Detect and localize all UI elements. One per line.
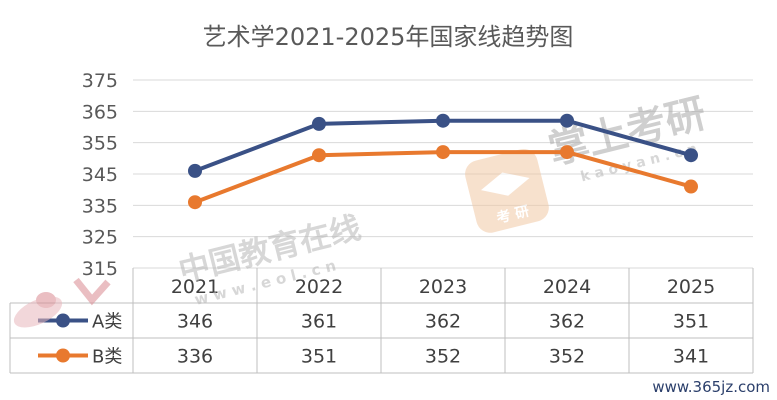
x-category-label: 2023 — [419, 276, 467, 298]
legend-key-1: A类 — [38, 312, 122, 333]
legend-marker — [56, 313, 70, 328]
legend-label: A类 — [92, 312, 122, 333]
table-value: 362 — [425, 311, 461, 333]
eol-logo-icon — [13, 277, 111, 328]
x-category-label: 2025 — [667, 276, 715, 298]
series-2 — [188, 145, 698, 210]
table-value: 341 — [673, 346, 709, 368]
data-point — [684, 179, 698, 194]
y-tick-label: 355 — [82, 133, 118, 155]
legend-key-2: B类 — [38, 347, 122, 368]
table-value: 351 — [673, 311, 709, 333]
y-tick-label: 335 — [82, 195, 118, 217]
table-value: 336 — [177, 346, 213, 368]
data-point — [312, 116, 326, 131]
y-tick-label: 325 — [82, 227, 118, 249]
table-value: 361 — [301, 311, 337, 333]
gridlines — [133, 79, 753, 269]
data-table: 2021 2022 2023 2024 2025 A类 346 361 362 362 351 B类 3… — [9, 268, 754, 374]
series-lines — [188, 113, 698, 210]
x-category-label: 2022 — [295, 276, 343, 298]
data-point — [188, 163, 202, 178]
legend-label: B类 — [92, 347, 122, 368]
data-point — [188, 195, 202, 210]
y-tick-label: 315 — [82, 258, 118, 280]
table-value: 362 — [549, 311, 585, 333]
data-point — [684, 148, 698, 163]
data-point — [560, 113, 574, 128]
table-value: 346 — [177, 311, 213, 333]
table-value: 351 — [301, 346, 337, 368]
data-point — [436, 145, 450, 160]
y-axis-ticks: 315 325 335 345 355 365 375 — [82, 70, 118, 280]
graduation-cap-icon — [481, 172, 530, 196]
site-watermark: www.365jz.com — [652, 378, 770, 396]
data-point — [560, 145, 574, 160]
legend-marker — [56, 348, 70, 363]
chart-title: 艺术学2021-2025年国家线趋势图 — [203, 23, 574, 51]
data-point — [436, 113, 450, 128]
y-tick-label: 375 — [82, 70, 118, 92]
table-value: 352 — [425, 346, 461, 368]
x-category-label: 2021 — [171, 276, 219, 298]
kaoyan-watermark: 考 研 掌上考研 k a o y a n . c n — [465, 90, 710, 233]
y-tick-label: 365 — [82, 101, 118, 123]
data-point — [312, 148, 326, 163]
x-category-label: 2024 — [543, 276, 591, 298]
series-1 — [188, 113, 698, 178]
table-value: 352 — [549, 346, 585, 368]
y-tick-label: 345 — [82, 164, 118, 186]
